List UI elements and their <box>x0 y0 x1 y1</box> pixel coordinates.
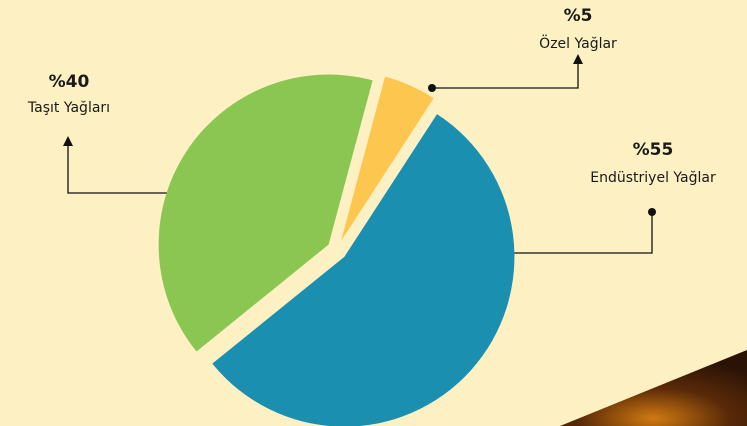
value-label: %5 <box>564 6 593 26</box>
pie <box>158 74 515 426</box>
value-label: %55 <box>633 140 674 160</box>
category-label: Taşıt Yağları <box>27 100 110 116</box>
pie-slice <box>341 76 434 241</box>
connectors <box>63 54 656 258</box>
category-label: Özel Yağlar <box>539 34 617 52</box>
category-label: Endüstriyel Yağlar <box>590 170 716 186</box>
value-label: %40 <box>49 72 90 92</box>
pie-slice <box>158 74 373 352</box>
corner-decoration <box>560 350 747 426</box>
pie-slice <box>212 114 515 426</box>
